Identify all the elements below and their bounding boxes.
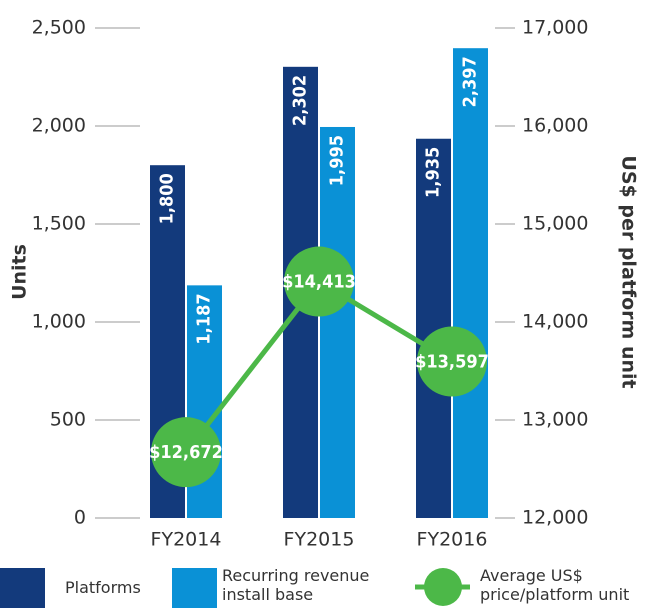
- bar: [453, 48, 488, 519]
- y2-tick-label: 17,000: [522, 17, 588, 39]
- y-tick-label: 500: [50, 409, 86, 431]
- x-tick-label: FY2014: [151, 529, 222, 551]
- value-label: $13,597: [415, 351, 489, 372]
- y-tick-label: 2,500: [32, 17, 86, 39]
- y2-tick-label: 12,000: [522, 507, 588, 529]
- legend-label: Average US$ price/platform unit: [480, 566, 630, 604]
- value-label: 2,397: [460, 56, 481, 107]
- legend-swatch: [0, 568, 45, 608]
- value-label: 1,935: [423, 147, 444, 198]
- y-tick-label: 1,000: [32, 311, 86, 333]
- y2-tick-label: 14,000: [522, 311, 588, 333]
- point: [151, 417, 221, 488]
- value-label: 1,800: [157, 173, 178, 224]
- y-tick-label: 0: [74, 507, 86, 529]
- value-label: 1,187: [194, 293, 215, 344]
- y-axis-title: Units: [9, 244, 31, 300]
- value-label: $14,413: [282, 272, 356, 293]
- y2-tick-label: 16,000: [522, 115, 588, 137]
- point: [417, 326, 487, 397]
- x-tick-label: FY2016: [417, 529, 488, 551]
- y2-tick-label: 15,000: [522, 213, 588, 235]
- value-label: $12,672: [149, 442, 223, 463]
- legend-swatch: [172, 568, 217, 608]
- legend-label: Recurring revenue install base: [222, 566, 370, 604]
- y2-tick-label: 13,000: [522, 409, 588, 431]
- x-tick-label: FY2015: [284, 529, 355, 551]
- value-label: 1,995: [327, 135, 348, 186]
- bar: [320, 126, 355, 518]
- legend-swatch: [415, 568, 470, 606]
- y2-axis-title: US$ per platform unit: [618, 155, 640, 388]
- point: [284, 246, 354, 317]
- y-tick-label: 1,500: [32, 213, 86, 235]
- y-tick-label: 2,000: [32, 115, 86, 137]
- legend-label: Platforms: [65, 578, 141, 597]
- value-label: 2,302: [290, 75, 311, 126]
